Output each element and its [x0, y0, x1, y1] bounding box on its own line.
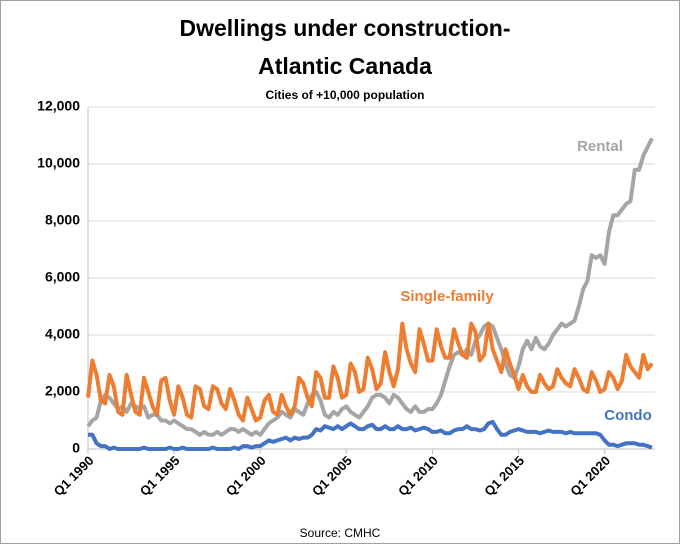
chart-subtitle: Cities of +10,000 population — [265, 88, 424, 102]
series-line — [86, 137, 654, 437]
y-tick-label: 6,000 — [45, 269, 80, 285]
series-line — [86, 321, 654, 423]
series-line — [88, 419, 653, 451]
y-tick-label: 2,000 — [45, 383, 80, 399]
series-label: Rental — [577, 138, 623, 155]
y-tick-label: 10,000 — [37, 155, 80, 171]
y-tick-label: 4,000 — [45, 326, 80, 342]
series-label: Single-family — [400, 288, 494, 305]
chart-title: Atlantic Canada — [258, 53, 432, 79]
y-tick-label: 0 — [72, 440, 80, 456]
y-tick-label: 8,000 — [45, 212, 80, 228]
series-label: Condo — [604, 407, 651, 424]
source-note: Source: CMHC — [300, 526, 381, 540]
y-tick-label: 12,000 — [37, 98, 80, 114]
chart-title: Dwellings under construction- — [180, 15, 511, 41]
